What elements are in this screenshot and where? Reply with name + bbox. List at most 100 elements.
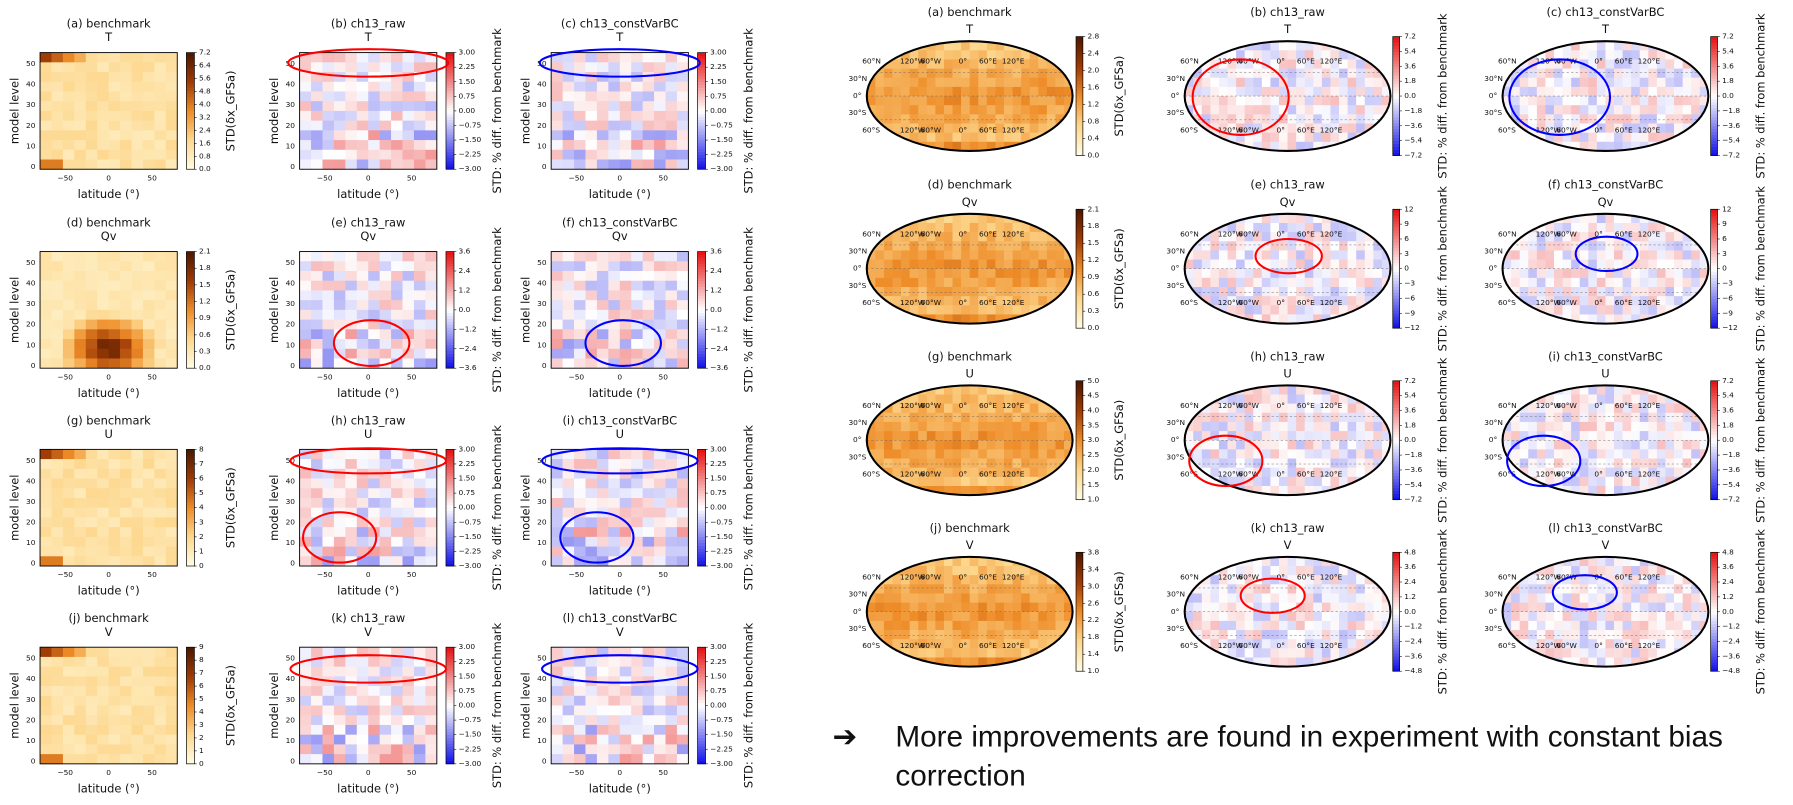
map-cell [961,269,970,278]
heatmap-cell [109,706,121,716]
colorbar-cell [698,452,706,455]
colorbar-cell [1076,99,1083,102]
map-cell [1228,96,1237,105]
colorbar-cell [186,560,194,563]
heatmap-cell [132,300,144,310]
heatmap-cell [631,261,643,271]
map-cell [1038,422,1047,431]
map-cell [1030,422,1039,431]
heatmap-cell [311,290,323,300]
map-cell [1631,87,1640,96]
heatmap-cell [345,706,357,716]
colorbar-cell [186,108,194,111]
heatmap-cell [391,160,403,170]
heatmap-cell [132,329,144,339]
heatmap-cell [551,706,563,716]
heatmap-cell [334,696,346,706]
heatmap-cell [357,290,369,300]
colorbar-cell [698,56,706,59]
colorbar-cell [698,108,706,111]
heatmap-cell [403,715,415,725]
colorbar-cell [698,79,706,82]
heatmap-cell [300,469,312,479]
colorbar-cell [186,158,194,161]
colorbar-cell [446,528,454,531]
heatmap-cell [608,53,620,63]
colorbar-cell [1393,102,1400,105]
heatmap-cell [620,667,632,677]
map-cell [910,278,919,287]
colorbar-cell [446,560,454,563]
map-cell [1691,50,1700,59]
heatmap-cell [154,53,166,63]
heatmap-cell [109,121,121,131]
heatmap-cell [63,686,75,696]
heatmap-cell [608,754,620,764]
map-cell [1013,287,1022,296]
map-cell [1648,78,1657,87]
map-cell [1605,69,1614,78]
heatmap-cell [574,62,586,72]
heatmap-cell [132,130,144,140]
heatmap-cell [425,160,437,170]
heatmap-cell [97,754,109,764]
map-cell [1262,105,1271,114]
heatmap-cell [585,160,597,170]
colorbar-cell [446,108,454,111]
heatmap-cell [63,261,75,271]
colorbar-cell [446,123,454,126]
colorbar-tick-label: −3.6 [459,363,477,372]
map-cell [901,241,910,250]
heatmap-cell [380,53,392,63]
heatmap-cell [63,310,75,320]
heatmap-cell [63,735,75,745]
colorbar-cell [1076,132,1083,135]
lon-label: 120°E [1320,57,1343,66]
heatmap-cell [563,754,575,764]
colorbar-cell [1076,281,1083,284]
colorbar-tick-label: 2.4 [1087,49,1099,58]
colorbar-cell [1076,72,1083,75]
heatmap-cell [132,62,144,72]
heatmap-cell [620,696,632,706]
colorbar-cell [446,685,454,688]
colorbar-tick-label: 4.8 [199,86,211,95]
colorbar-cell [446,746,454,749]
heatmap-cell [86,754,98,764]
heatmap-cell [97,686,109,696]
colorbar-cell [446,493,454,496]
map-cell [884,305,893,314]
heatmap-cell [63,271,75,281]
heatmap-cell [357,349,369,359]
heatmap-cell [597,449,609,459]
colorbar-cell [1076,295,1083,298]
panel-title: (f) ch13_constVarBC [1548,178,1664,192]
heatmap-cell [166,339,178,349]
map-cell [1004,114,1013,123]
heatmap-cell [345,140,357,150]
map-cell [910,78,919,87]
heatmap-cell [109,111,121,121]
y-tick-label: 30 [26,695,36,704]
heatmap-cell [677,754,689,764]
heatmap-cell [563,300,575,310]
colorbar-cell [1711,90,1718,93]
map-cell [1288,296,1297,305]
heatmap-cell [608,261,620,271]
heatmap-cell [51,488,63,498]
map-cell [1674,142,1683,151]
colorbar-cell [1393,295,1400,298]
map-cell [1691,223,1700,232]
map-cell [1648,278,1657,287]
map-cell [1648,287,1657,296]
colorbar-tick-label: 0.0 [1404,91,1416,100]
colorbar-tick-label: 3.00 [459,48,476,57]
heatmap-cell [300,140,312,150]
heatmap-cell [154,556,166,566]
heatmap-cell [311,498,323,508]
heatmap-cell [414,53,426,63]
map-cell [961,214,970,223]
map-cell [892,105,901,114]
map-cell [1021,114,1030,123]
map-cell [1545,78,1554,87]
